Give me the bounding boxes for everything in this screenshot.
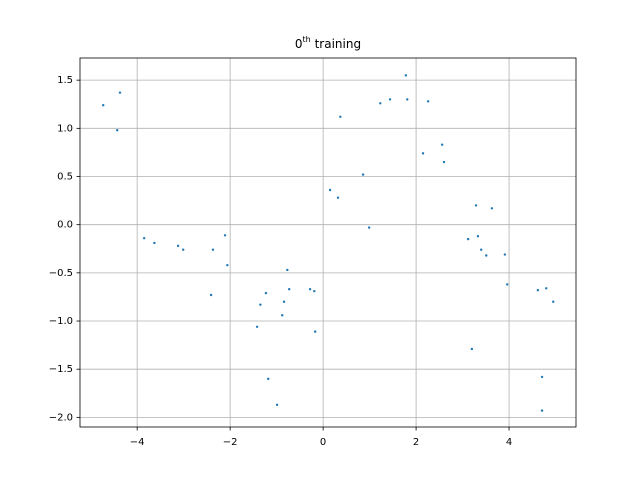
point xyxy=(328,188,332,192)
x-tick-label: −4 xyxy=(130,437,145,448)
point xyxy=(181,248,185,251)
point xyxy=(485,254,488,257)
point xyxy=(226,263,229,267)
point xyxy=(474,204,478,207)
point xyxy=(406,98,409,101)
point xyxy=(176,244,180,248)
point xyxy=(118,91,122,94)
point xyxy=(476,235,480,238)
point xyxy=(102,104,105,107)
point xyxy=(479,248,483,251)
point xyxy=(490,207,494,210)
title-superscript: th xyxy=(303,35,311,44)
point xyxy=(503,253,507,256)
x-tick-label: −2 xyxy=(223,437,238,448)
chart-title: 0th training xyxy=(295,35,361,51)
plot-frame xyxy=(79,57,577,428)
x-tick-label: 2 xyxy=(413,437,419,448)
y-tick-label: −0.5 xyxy=(49,268,73,279)
point xyxy=(506,283,509,286)
point xyxy=(367,226,371,229)
point xyxy=(308,288,312,291)
point xyxy=(442,160,446,164)
point xyxy=(287,288,291,291)
point xyxy=(282,300,286,303)
point xyxy=(281,314,284,317)
y-tick-label: 1.0 xyxy=(57,123,73,134)
point xyxy=(142,236,146,240)
title-base: 0 xyxy=(295,37,303,51)
title-text: training xyxy=(311,37,361,51)
point xyxy=(264,291,268,295)
point xyxy=(336,196,340,199)
point xyxy=(209,293,213,297)
y-tick-label: 1.5 xyxy=(57,75,73,86)
point xyxy=(361,173,365,176)
y-tick-label: −2.0 xyxy=(49,412,73,423)
point xyxy=(286,268,289,272)
point xyxy=(211,248,215,251)
point xyxy=(404,74,408,77)
x-tick-label: 4 xyxy=(506,437,512,448)
point xyxy=(259,303,262,306)
point xyxy=(115,129,119,132)
point xyxy=(540,375,544,379)
y-tick-label: 0.5 xyxy=(57,172,73,183)
point xyxy=(421,152,425,155)
point xyxy=(339,115,342,118)
x-tick-label: 0 xyxy=(320,437,326,448)
point xyxy=(267,377,270,381)
point xyxy=(466,237,470,241)
point xyxy=(223,234,227,237)
point xyxy=(275,403,279,407)
y-tick-label: 0.0 xyxy=(57,220,73,231)
point xyxy=(470,347,474,351)
point xyxy=(153,241,156,245)
point xyxy=(379,102,382,105)
point xyxy=(314,330,317,333)
point xyxy=(426,100,430,103)
point xyxy=(540,409,544,412)
point xyxy=(545,287,548,290)
y-tick-label: −1.5 xyxy=(49,364,73,375)
point xyxy=(388,98,392,101)
point xyxy=(313,289,316,293)
y-tick-label: −1.0 xyxy=(49,316,73,327)
point xyxy=(440,143,444,146)
point xyxy=(536,288,540,292)
point xyxy=(552,300,555,303)
point xyxy=(255,325,259,329)
